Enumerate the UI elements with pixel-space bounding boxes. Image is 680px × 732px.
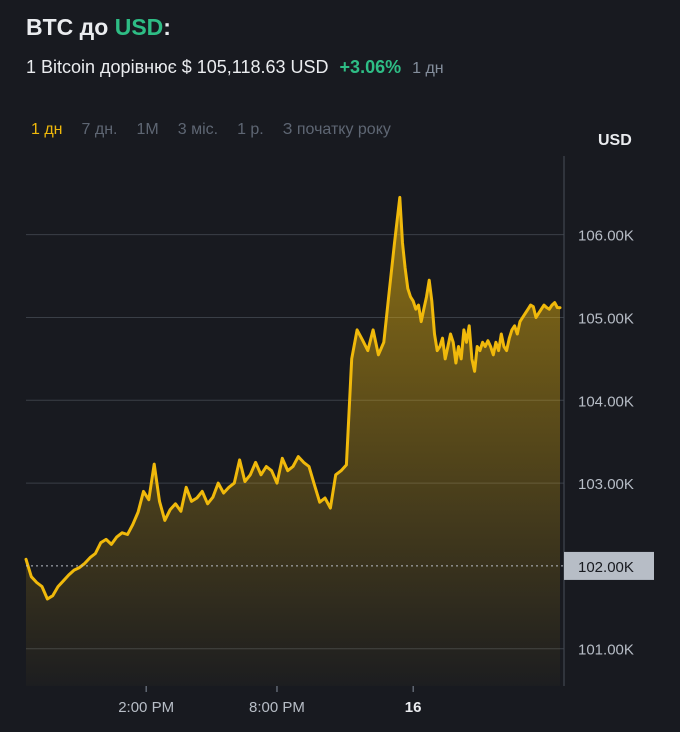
price-change: +3.06% (339, 57, 402, 77)
y-tick-label: 106.00K (578, 228, 634, 245)
tab-ytd[interactable]: З початку року (282, 121, 391, 138)
base-symbol: BTC (26, 14, 74, 40)
x-tick-label: 8:00 PM (249, 699, 305, 716)
title-colon: : (163, 14, 171, 40)
period-tabs: 1 дн 7 дн. 1M 3 міс. 1 р. З початку року (31, 121, 410, 139)
tab-1-year[interactable]: 1 р. (237, 121, 264, 138)
y-tick-label: 103.00K (578, 476, 634, 493)
y-tick-label: 105.00K (578, 310, 634, 327)
y-axis-unit: USD (598, 132, 632, 149)
price-area (26, 197, 560, 686)
y-tick-label: 104.00K (578, 393, 634, 410)
price-text: 1 Bitcoin дорівнює $ 105,118.63 USD (26, 57, 329, 77)
tab-1-day[interactable]: 1 дн (31, 121, 63, 138)
title-connector: до (79, 14, 109, 40)
reference-badge (564, 551, 654, 580)
tab-7-days[interactable]: 7 дн. (81, 121, 118, 138)
quote-symbol: USD (114, 14, 164, 40)
page-title: BTC до USD: (26, 14, 171, 41)
reference-label: 102.00K (578, 559, 634, 576)
price-line (24, 195, 562, 601)
price-summary: 1 Bitcoin дорівнює $ 105,118.63 USD +3.0… (26, 57, 444, 78)
x-tick-label: 16 (405, 699, 422, 716)
x-tick-label: 2:00 PM (118, 699, 174, 716)
y-tick-label: 101.00K (578, 642, 634, 659)
tab-3-months[interactable]: 3 міс. (177, 121, 219, 138)
change-period: 1 дн (412, 60, 444, 77)
axis-labels: 106.00K 105.00K 104.00K 103.00K 101.00K USD 2:… (26, 132, 654, 716)
tab-1-month[interactable]: 1M (136, 121, 159, 138)
